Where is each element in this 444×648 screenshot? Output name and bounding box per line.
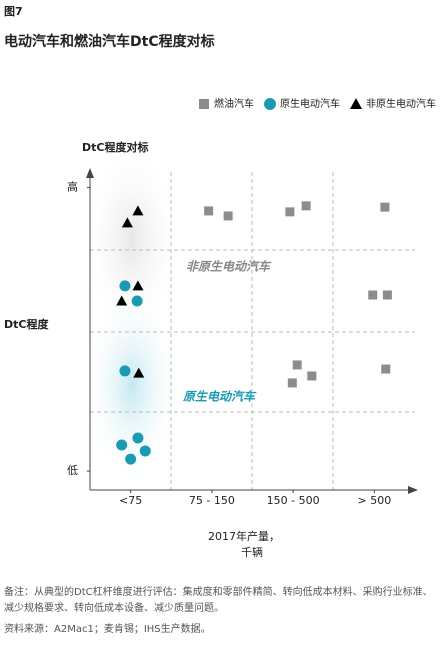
marker bbox=[133, 367, 145, 378]
marker bbox=[287, 378, 297, 388]
x-tick-label: <75 bbox=[119, 494, 142, 507]
marker bbox=[204, 206, 214, 216]
marker bbox=[285, 207, 295, 217]
marker bbox=[119, 365, 131, 377]
y-arrow bbox=[86, 168, 94, 178]
x-unit: 千辆 bbox=[241, 545, 263, 559]
legend-label: 原生电动汽车 bbox=[280, 97, 340, 110]
marker bbox=[125, 453, 137, 465]
marker bbox=[119, 280, 131, 292]
marker bbox=[132, 432, 144, 444]
marker bbox=[116, 295, 128, 306]
marker bbox=[139, 445, 151, 457]
highlight bbox=[84, 140, 180, 340]
x-label: 2017年产量， bbox=[208, 529, 280, 543]
chart-title: 电动汽车和燃油汽车DtC程度对标 bbox=[4, 33, 215, 50]
x-tick-label: > 500 bbox=[358, 494, 392, 507]
legend-label: 燃油汽车 bbox=[214, 97, 254, 110]
marker bbox=[116, 439, 128, 451]
marker bbox=[132, 205, 144, 216]
y-tick-label: 高 bbox=[67, 180, 78, 194]
x-tick-label: 150 - 500 bbox=[267, 494, 320, 507]
x-tick-label: 75 - 150 bbox=[189, 494, 235, 507]
source: 资料来源：A2Mac1；麦肯锡；IHS生产数据。 bbox=[4, 624, 211, 635]
legend-label: 非原生电动汽车 bbox=[366, 97, 436, 110]
x-arrow bbox=[408, 486, 418, 494]
dividers bbox=[90, 172, 415, 490]
highlight bbox=[84, 285, 180, 485]
marker bbox=[381, 364, 391, 374]
annotation: 非原生电动汽车 bbox=[186, 260, 272, 274]
legend-marker bbox=[264, 98, 276, 110]
annotation: 原生电动汽车 bbox=[182, 390, 257, 404]
marker bbox=[301, 201, 311, 211]
marker bbox=[132, 280, 144, 291]
legend-marker bbox=[199, 99, 209, 109]
marker bbox=[368, 290, 378, 300]
legend-marker bbox=[350, 98, 362, 109]
y-label: DtC程度 bbox=[4, 317, 49, 331]
marker bbox=[131, 295, 143, 307]
marker bbox=[307, 371, 317, 381]
marker bbox=[121, 217, 133, 228]
marker bbox=[292, 360, 302, 370]
marker bbox=[380, 202, 390, 212]
y-tick-label: 低 bbox=[67, 464, 78, 477]
marker bbox=[382, 290, 392, 300]
y-title: DtC程度对标 bbox=[82, 140, 148, 154]
figure-label: 图7 bbox=[4, 5, 23, 18]
marker bbox=[223, 211, 233, 221]
note: 备注：从典型的DtC杠杆维度进行评估：集成度和零部件精简、转向低成本材料、采购行… bbox=[4, 587, 433, 614]
